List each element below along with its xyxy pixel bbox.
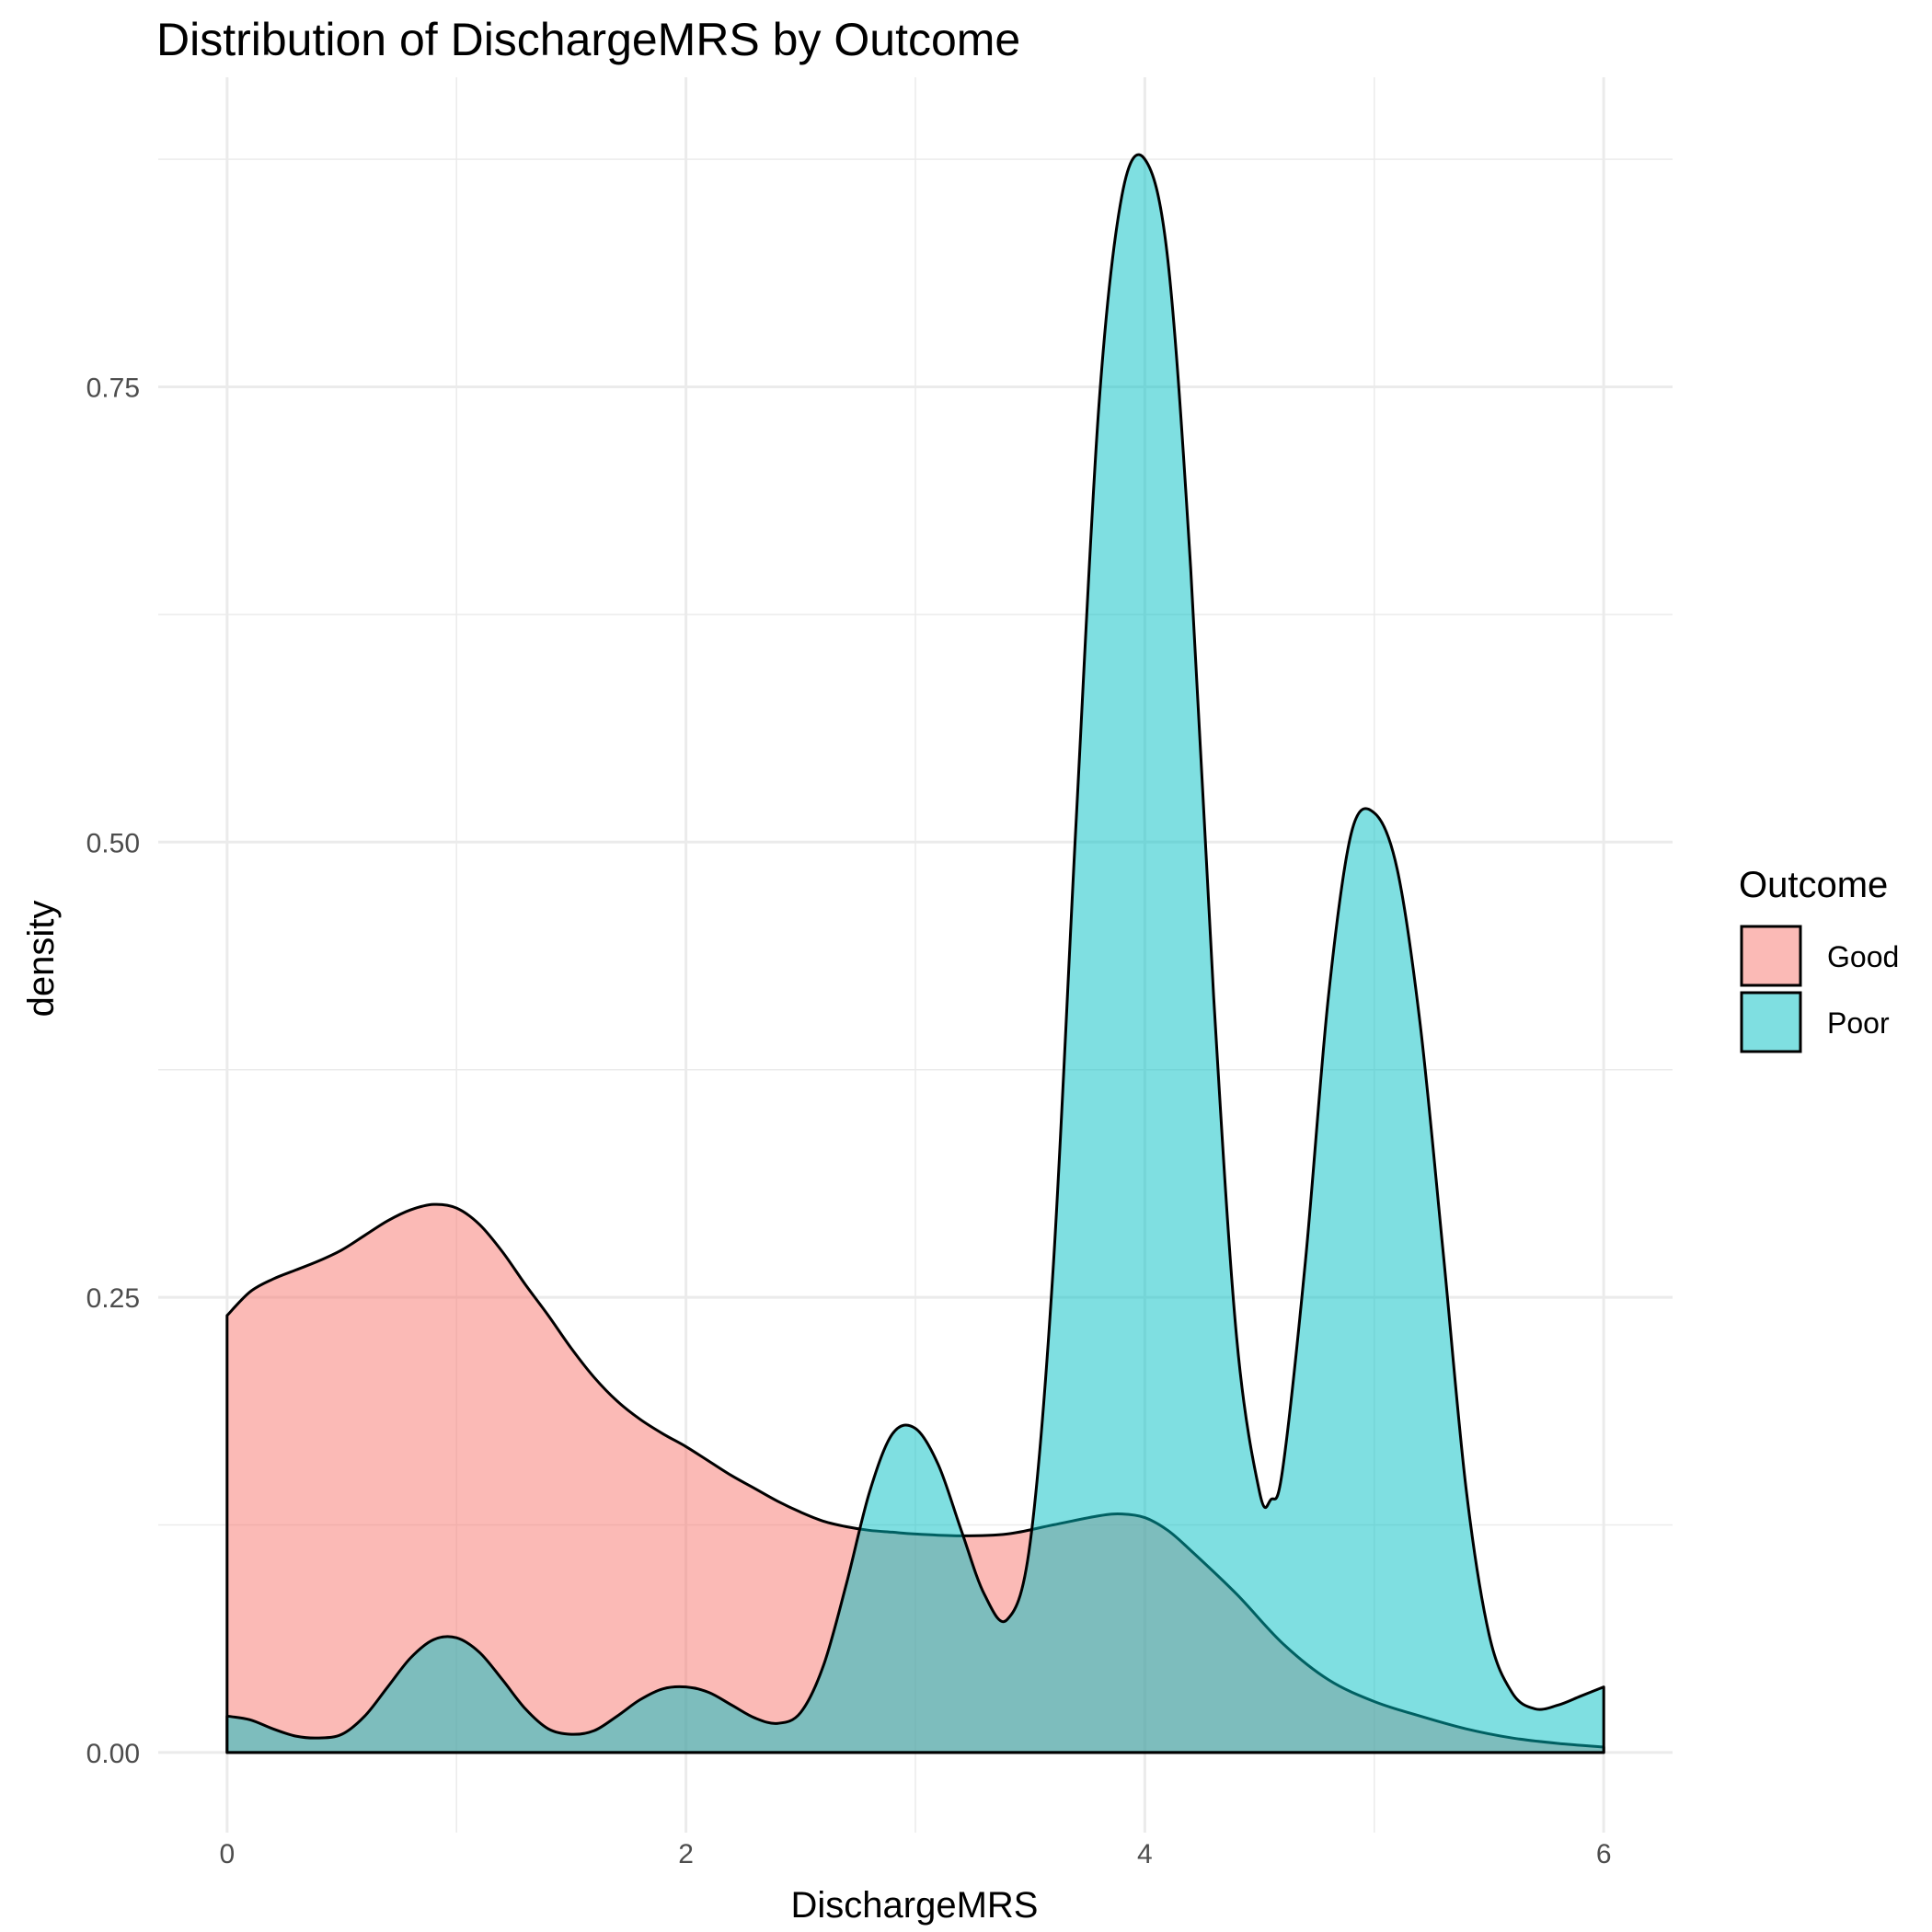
legend-label-poor: Poor [1827,1006,1890,1040]
axis-tick-labels: 0 2 4 6 0.00 0.25 0.50 0.75 [86,373,1612,1869]
legend-label-good: Good [1827,940,1899,973]
density-areas [225,153,1605,1754]
y-tick-label: 0.50 [86,828,140,858]
x-tick-label: 4 [1137,1839,1153,1869]
y-axis-title: density [21,901,62,1018]
x-tick-label: 0 [219,1839,235,1869]
legend-key-poor [1740,991,1802,1053]
density-area-poor [225,153,1605,1754]
chart-title: Distribution of DischargeMRS by Outcome [156,14,1020,65]
legend-entries: Good Poor [1740,925,1899,1053]
legend-title: Outcome [1739,865,1888,905]
x-tick-label: 6 [1596,1839,1612,1869]
legend: Outcome Good Poor [1739,865,1899,1053]
y-tick-label: 0.00 [86,1739,140,1769]
y-tick-label: 0.25 [86,1283,140,1314]
x-axis-title: DischargeMRS [791,1885,1039,1926]
y-tick-label: 0.75 [86,373,140,403]
x-tick-label: 2 [678,1839,694,1869]
legend-key-good [1740,925,1802,987]
